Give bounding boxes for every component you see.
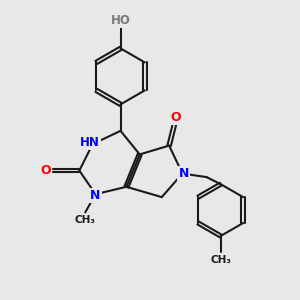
Text: O: O: [40, 164, 51, 177]
Text: CH₃: CH₃: [75, 215, 96, 225]
Text: N: N: [90, 189, 101, 202]
Text: N: N: [179, 167, 189, 180]
Text: HO: HO: [111, 14, 130, 27]
Text: HN: HN: [80, 136, 100, 149]
Text: O: O: [171, 110, 181, 124]
Text: CH₃: CH₃: [210, 254, 231, 265]
